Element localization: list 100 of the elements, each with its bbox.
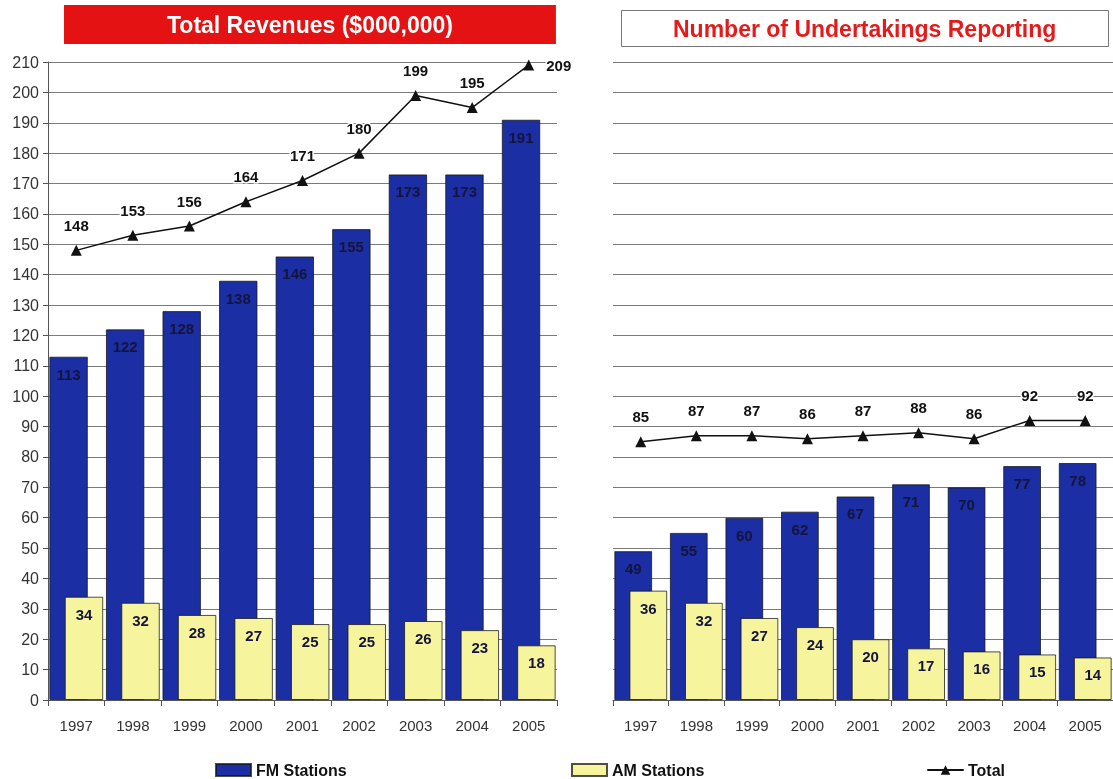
x-tick-label: 2000 bbox=[229, 717, 263, 734]
data-label: 71 bbox=[902, 493, 920, 511]
data-label: 138 bbox=[225, 289, 251, 307]
data-label: 32 bbox=[695, 611, 713, 629]
legend-label: Total bbox=[968, 761, 1006, 779]
legend-label: AM Stations bbox=[612, 761, 705, 779]
data-label: 122 bbox=[112, 338, 138, 356]
data-label: 34 bbox=[75, 605, 93, 623]
data-label: 78 bbox=[1069, 472, 1087, 490]
data-label: 23 bbox=[471, 639, 489, 657]
data-label: 85 bbox=[632, 408, 650, 426]
y-tick-label: 20 bbox=[21, 630, 40, 648]
data-label: 16 bbox=[973, 660, 991, 678]
data-label: 17 bbox=[917, 657, 935, 675]
data-label: 195 bbox=[459, 74, 485, 92]
data-label: 18 bbox=[528, 654, 545, 672]
y-tick-label: 180 bbox=[12, 144, 40, 162]
data-label: 32 bbox=[132, 611, 149, 629]
data-label: 199 bbox=[403, 61, 429, 79]
x-tick-label: 1999 bbox=[172, 717, 207, 734]
x-tick-label: 2001 bbox=[285, 717, 320, 734]
data-label: 62 bbox=[791, 520, 809, 538]
x-tick-label: 1998 bbox=[679, 717, 714, 734]
data-label: 77 bbox=[1013, 475, 1031, 493]
y-tick-label: 90 bbox=[21, 418, 40, 436]
y-tick-label: 70 bbox=[21, 478, 40, 496]
data-label: 173 bbox=[451, 183, 477, 201]
data-label: 67 bbox=[847, 505, 864, 523]
data-label: 148 bbox=[63, 216, 89, 234]
point bbox=[297, 174, 308, 186]
point bbox=[690, 430, 702, 442]
data-label: 128 bbox=[169, 320, 195, 338]
x-tick-label: 2002 bbox=[901, 717, 936, 734]
data-label: 25 bbox=[301, 633, 319, 651]
y-tick-label: 100 bbox=[12, 387, 40, 405]
y-tick-label: 140 bbox=[12, 266, 40, 284]
y-tick-label: 130 bbox=[12, 296, 40, 314]
x-tick-label: 2005 bbox=[512, 717, 546, 734]
y-tick-label: 120 bbox=[12, 326, 40, 344]
x-tick-label: 2005 bbox=[1068, 717, 1102, 734]
x-tick-label: 1997 bbox=[624, 717, 658, 734]
point bbox=[801, 433, 813, 445]
point bbox=[127, 229, 139, 241]
point bbox=[240, 196, 252, 208]
data-label: 60 bbox=[735, 526, 753, 544]
y-tick-label: 0 bbox=[30, 691, 40, 709]
data-label: 15 bbox=[1028, 663, 1046, 681]
data-label: 209 bbox=[546, 56, 572, 74]
x-tick-label: 1999 bbox=[735, 717, 769, 734]
data-label: 146 bbox=[282, 265, 308, 283]
data-label: 87 bbox=[687, 402, 705, 420]
data-label: 86 bbox=[799, 405, 816, 423]
chart-title: Total Revenues ($000,000) bbox=[167, 11, 453, 38]
chart-title: Number of Undertakings Reporting bbox=[673, 15, 1057, 42]
x-tick-label: 2004 bbox=[1012, 717, 1047, 734]
x-tick-label: 2003 bbox=[398, 717, 433, 734]
data-label: 191 bbox=[508, 128, 534, 146]
point bbox=[746, 430, 758, 442]
data-label: 49 bbox=[624, 560, 642, 578]
legend-label: FM Stations bbox=[256, 761, 347, 779]
x-tick-label: 1997 bbox=[59, 717, 93, 734]
x-tick-label: 2002 bbox=[342, 717, 376, 734]
y-tick-label: 200 bbox=[12, 83, 40, 101]
point bbox=[353, 147, 365, 159]
data-label: 113 bbox=[56, 365, 81, 383]
point bbox=[1024, 415, 1036, 426]
y-tick-label: 210 bbox=[12, 53, 40, 71]
point bbox=[70, 244, 82, 256]
data-label: 70 bbox=[958, 496, 975, 514]
y-tick-label: 80 bbox=[21, 448, 40, 466]
y-tick-label: 30 bbox=[21, 600, 40, 618]
data-label: 26 bbox=[414, 630, 432, 648]
y-tick-label: 110 bbox=[13, 357, 40, 375]
data-label: 27 bbox=[751, 626, 768, 644]
point bbox=[1079, 415, 1091, 426]
y-tick-label: 10 bbox=[21, 661, 40, 679]
point bbox=[968, 433, 980, 445]
data-label: 25 bbox=[358, 633, 376, 651]
data-label: 20 bbox=[862, 648, 879, 666]
data-label: 173 bbox=[395, 183, 421, 201]
point bbox=[466, 102, 478, 114]
data-label: 155 bbox=[338, 238, 364, 256]
y-tick-label: 170 bbox=[12, 175, 40, 193]
data-label: 36 bbox=[639, 599, 657, 617]
x-tick-label: 2004 bbox=[455, 717, 489, 734]
y-tick-label: 190 bbox=[12, 114, 40, 132]
point bbox=[183, 220, 195, 232]
data-label: 87 bbox=[854, 402, 872, 420]
data-label: 180 bbox=[346, 119, 372, 137]
point bbox=[410, 89, 422, 101]
data-label: 156 bbox=[176, 192, 202, 210]
y-tick-label: 150 bbox=[12, 235, 40, 253]
data-label: 86 bbox=[965, 405, 983, 423]
data-label: 88 bbox=[910, 399, 927, 417]
data-label: 27 bbox=[245, 626, 262, 644]
point bbox=[523, 59, 535, 71]
x-tick-label: 2001 bbox=[846, 717, 880, 734]
x-tick-label: 2000 bbox=[790, 717, 825, 734]
y-tick-label: 160 bbox=[12, 205, 40, 223]
point bbox=[913, 427, 925, 439]
